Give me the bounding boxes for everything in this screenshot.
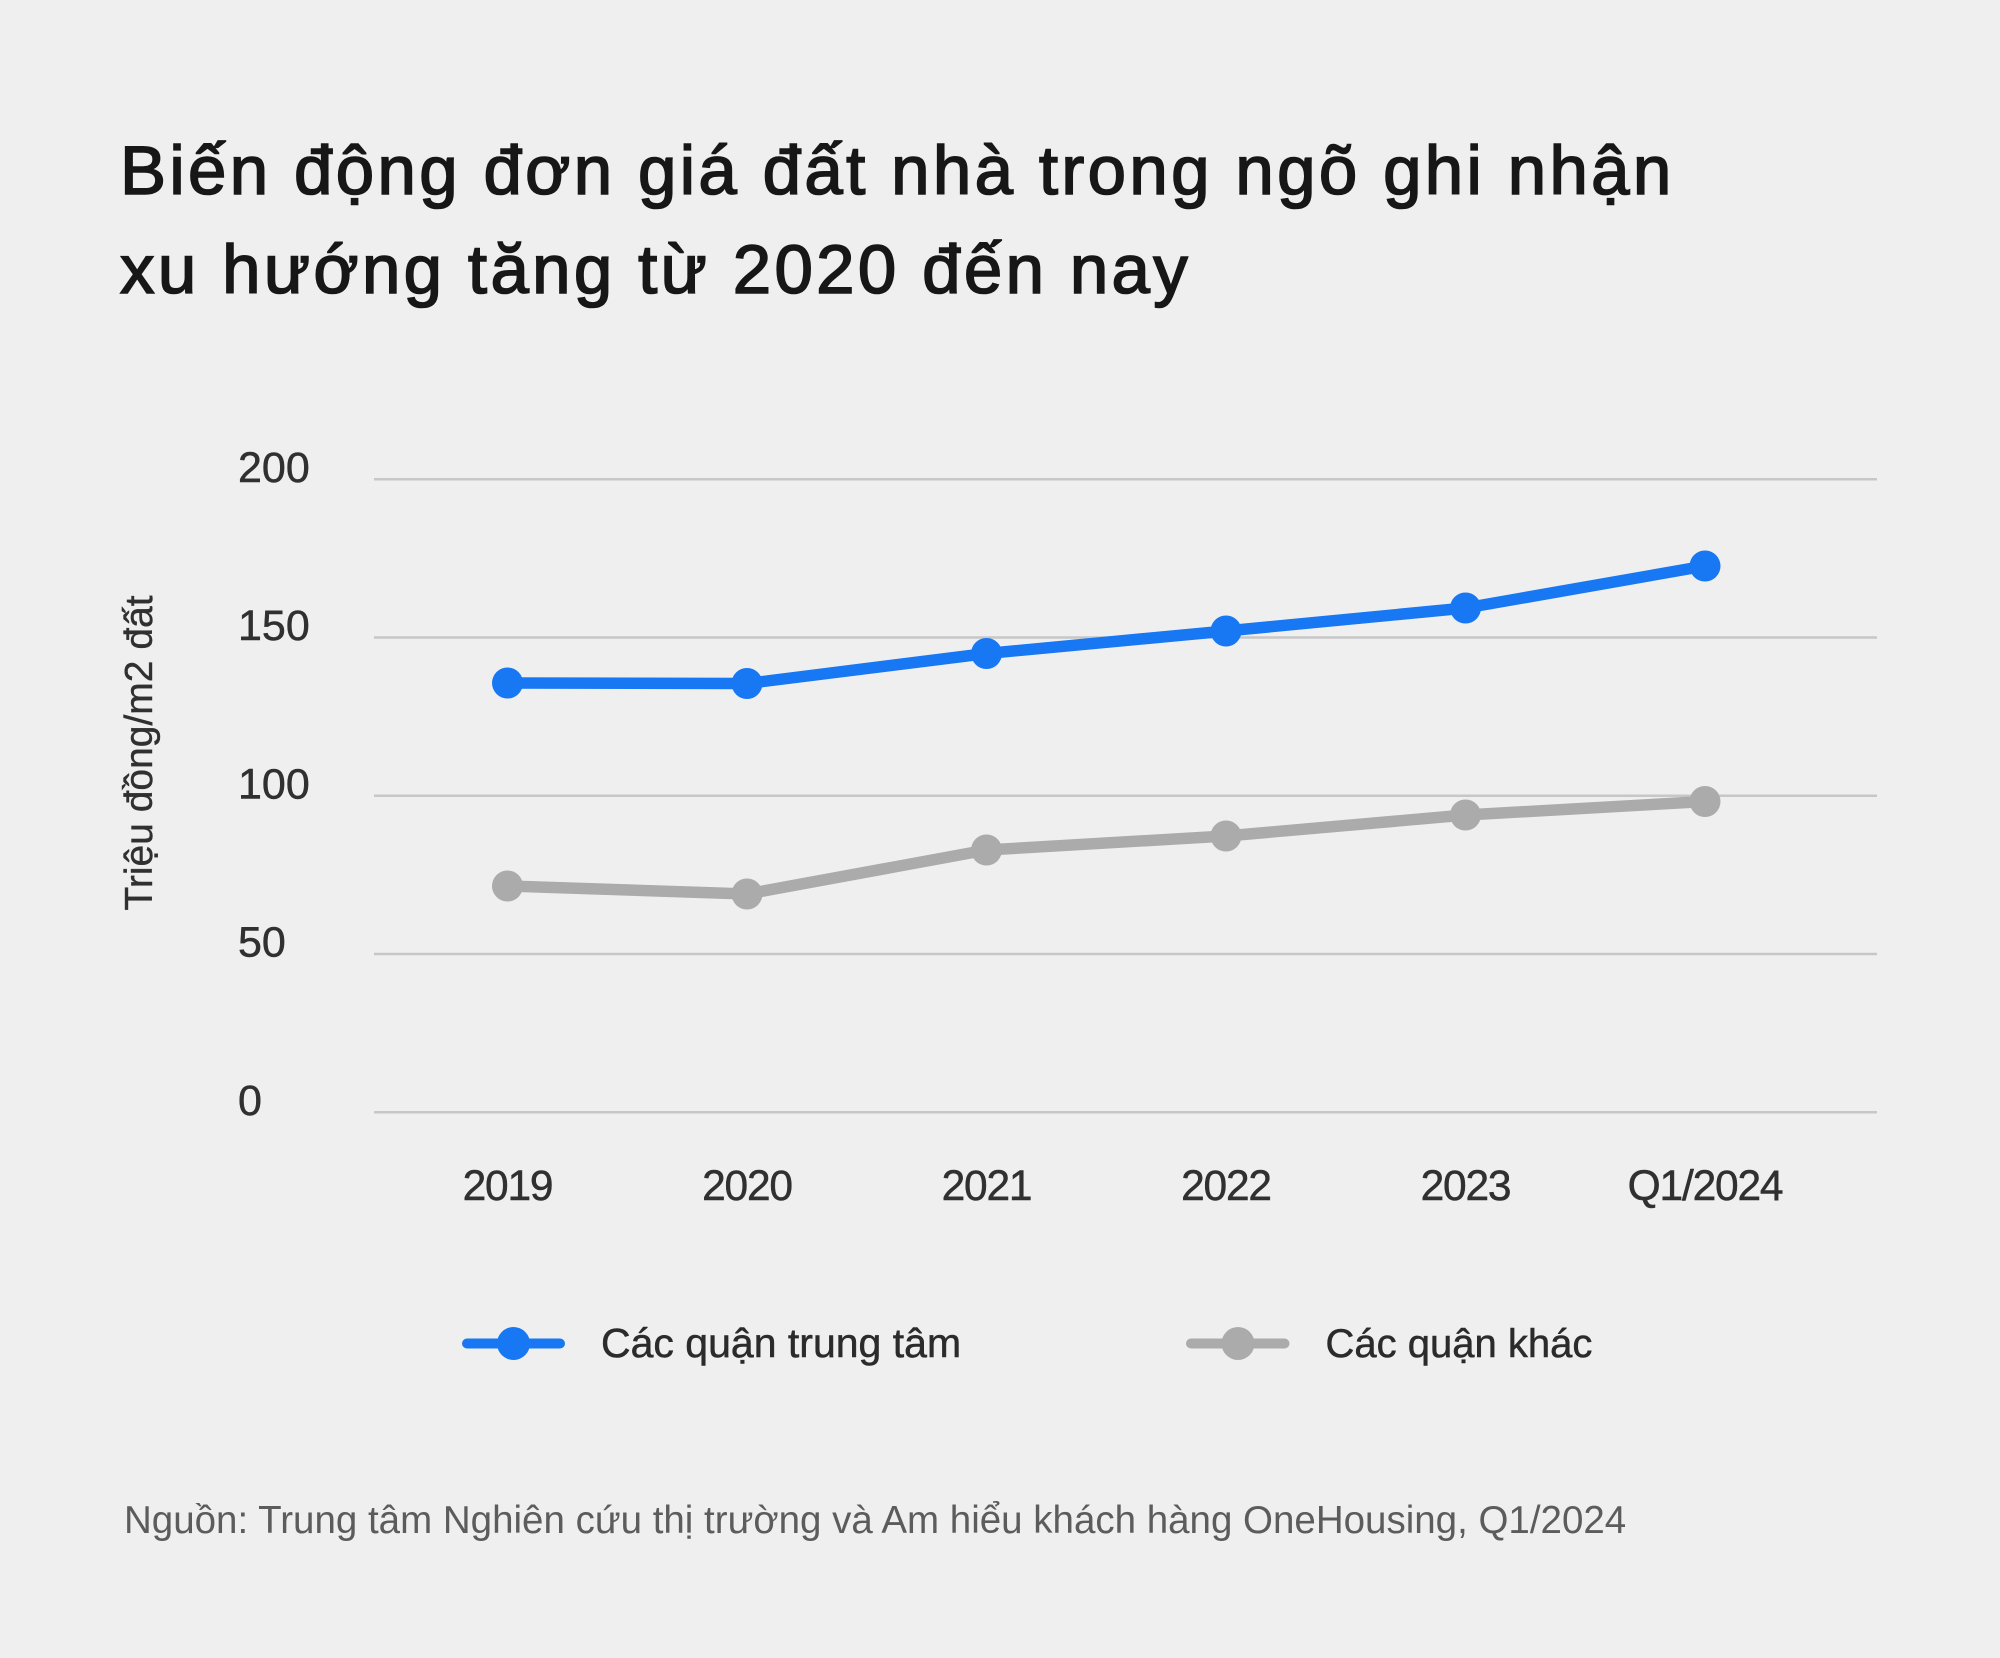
svg-text:Biến động đơn giá đất nhà tron: Biến động đơn giá đất nhà trong ngõ ghi …	[120, 132, 1675, 209]
svg-text:200: 200	[238, 444, 310, 492]
svg-text:Triệu đồng/m2 đất: Triệu đồng/m2 đất	[118, 595, 161, 910]
svg-text:Các quận khác: Các quận khác	[1326, 1322, 1593, 1366]
svg-text:Các quận trung tâm: Các quận trung tâm	[601, 1320, 961, 1366]
svg-text:Q1/2024: Q1/2024	[1628, 1163, 1783, 1210]
svg-text:2020: 2020	[702, 1163, 792, 1210]
svg-text:2019: 2019	[463, 1163, 553, 1210]
svg-text:Nguồn: Trung tâm Nghiên cứu th: Nguồn: Trung tâm Nghiên cứu thị trường v…	[124, 1499, 1626, 1542]
svg-text:2023: 2023	[1421, 1163, 1511, 1210]
svg-text:2021: 2021	[942, 1163, 1032, 1210]
svg-text:0: 0	[238, 1077, 262, 1125]
svg-text:150: 150	[238, 602, 310, 650]
svg-text:50: 50	[238, 919, 286, 967]
svg-text:2022: 2022	[1181, 1163, 1271, 1210]
svg-text:100: 100	[238, 761, 310, 809]
svg-text:xu hướng tăng từ 2020 đến nay: xu hướng tăng từ 2020 đến nay	[120, 231, 1191, 308]
